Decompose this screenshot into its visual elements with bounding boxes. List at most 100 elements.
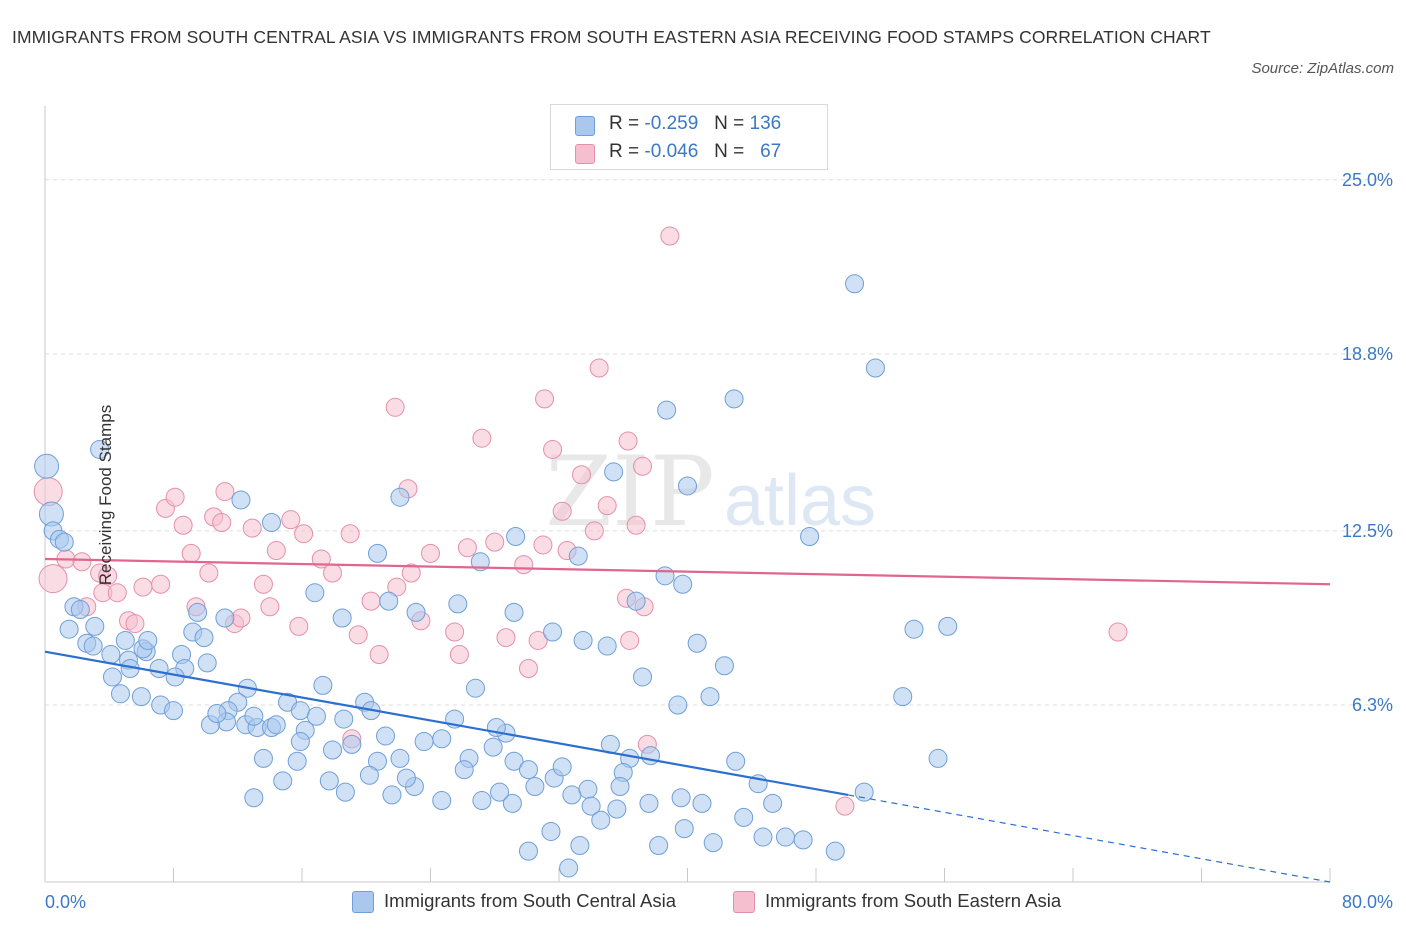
- data-point-south-central-asia: [253, 748, 273, 768]
- data-point-south-central-asia: [904, 619, 924, 639]
- data-point-south-central-asia: [290, 732, 310, 752]
- data-point-south-central-asia: [454, 760, 474, 780]
- data-point-south-central-asia: [332, 608, 352, 628]
- data-point-south-central-asia: [34, 453, 60, 479]
- data-point-south-central-asia: [164, 701, 183, 721]
- data-point-south-eastern-asia: [533, 535, 553, 555]
- legend-swatch-blue: [575, 116, 595, 136]
- data-point-south-central-asia: [734, 807, 754, 827]
- data-point-south-eastern-asia: [165, 487, 185, 507]
- data-point-south-central-asia: [518, 841, 538, 861]
- data-point-south-central-asia: [671, 788, 691, 808]
- data-point-south-central-asia: [674, 819, 694, 839]
- data-point-south-eastern-asia: [98, 566, 118, 586]
- data-point-south-central-asia: [502, 793, 522, 813]
- data-point-south-central-asia: [470, 552, 490, 572]
- watermark-atlas: atlas: [724, 461, 876, 541]
- source-label: Source: ZipAtlas.com: [1251, 60, 1394, 77]
- data-point-south-eastern-asia: [584, 521, 604, 541]
- chart-title: IMMIGRANTS FROM SOUTH CENTRAL ASIA VS IM…: [12, 27, 1211, 47]
- data-point-south-central-asia: [845, 274, 865, 294]
- bottom-legend-swatch-blue: [352, 891, 374, 913]
- data-point-south-eastern-asia: [107, 583, 127, 603]
- data-point-south-central-asia: [85, 616, 105, 636]
- data-point-south-central-asia: [678, 476, 697, 496]
- bottom-legend-label-pink: Immigrants from South Eastern Asia: [765, 890, 1062, 911]
- trend-line-south-eastern-asia: [44, 557, 1331, 586]
- data-point-south-central-asia: [406, 602, 426, 622]
- data-point-south-central-asia: [692, 793, 712, 813]
- data-point-south-eastern-asia: [260, 597, 280, 617]
- r-value-blue: -0.259: [644, 113, 699, 134]
- data-point-south-eastern-asia: [173, 515, 193, 535]
- data-point-south-eastern-asia: [597, 496, 617, 516]
- data-point-south-central-asia: [562, 785, 582, 805]
- data-point-south-eastern-asia: [660, 226, 680, 246]
- data-point-south-central-asia: [390, 487, 410, 507]
- data-point-south-central-asia: [472, 791, 492, 811]
- data-point-south-central-asia: [578, 779, 598, 799]
- data-point-south-central-asia: [131, 687, 151, 707]
- data-point-south-central-asia: [231, 490, 251, 510]
- data-point-south-central-asia: [207, 703, 227, 723]
- data-point-south-eastern-asia: [294, 524, 314, 544]
- data-point-south-central-asia: [90, 439, 110, 459]
- data-point-south-eastern-asia: [543, 439, 563, 459]
- data-point-south-central-asia: [396, 768, 416, 788]
- data-point-south-central-asia: [525, 777, 545, 796]
- data-point-south-eastern-asia: [281, 510, 301, 530]
- r-label: R =: [609, 141, 640, 162]
- data-point-south-central-asia: [800, 527, 820, 547]
- data-point-south-central-asia: [504, 751, 524, 771]
- data-point-south-eastern-asia: [133, 577, 153, 597]
- r-value-pink: -0.046: [644, 141, 699, 162]
- data-point-south-central-asia: [541, 821, 561, 841]
- data-point-south-central-asia: [465, 678, 485, 698]
- n-label: N =: [714, 141, 745, 162]
- data-point-south-central-asia: [59, 619, 79, 639]
- data-point-south-eastern-asia: [445, 622, 465, 642]
- y-tick-label: 18.8%: [1342, 344, 1393, 364]
- data-point-south-central-asia: [506, 527, 526, 547]
- data-point-south-central-asia: [570, 835, 590, 855]
- data-point-south-central-asia: [581, 796, 601, 816]
- data-point-south-central-asia: [334, 709, 354, 729]
- data-point-south-eastern-asia: [231, 608, 251, 628]
- bottom-legend-label-blue: Immigrants from South Central Asia: [384, 890, 676, 911]
- data-point-south-central-asia: [149, 659, 169, 679]
- data-point-south-central-asia: [775, 827, 795, 847]
- data-point-south-central-asia: [266, 715, 286, 735]
- data-point-south-central-asia: [591, 810, 611, 830]
- data-point-south-central-asia: [633, 667, 653, 687]
- data-point-south-central-asia: [604, 462, 624, 482]
- data-point-south-central-asia: [763, 793, 783, 813]
- data-point-south-eastern-asia: [199, 563, 219, 583]
- data-point-south-eastern-asia: [449, 644, 469, 664]
- data-point-south-eastern-asia: [552, 501, 572, 521]
- data-point-south-eastern-asia: [528, 630, 548, 650]
- data-point-south-central-asia: [483, 737, 503, 757]
- data-point-south-central-asia: [115, 630, 135, 650]
- data-point-south-central-asia: [313, 675, 333, 695]
- data-point-south-eastern-asia: [215, 482, 235, 502]
- n-value-blue: 136: [749, 113, 782, 134]
- data-point-south-central-asia: [188, 602, 208, 622]
- data-point-south-eastern-asia: [618, 431, 638, 451]
- data-point-south-eastern-asia: [38, 564, 68, 594]
- data-point-south-central-asia: [687, 633, 707, 653]
- data-point-south-central-asia: [559, 858, 579, 878]
- data-point-south-eastern-asia: [401, 563, 421, 583]
- data-point-south-central-asia: [382, 785, 402, 805]
- tick-labels: 6.3% 12.5% 18.8% 25.0% 0.0% 80.0%: [45, 170, 1393, 912]
- trend-line-extension: [848, 794, 1331, 883]
- data-point-south-central-asia: [639, 793, 659, 813]
- data-point-south-central-asia: [597, 636, 617, 656]
- data-point-south-central-asia: [448, 594, 468, 614]
- data-point-south-central-asia: [610, 777, 630, 796]
- data-point-south-central-asia: [101, 644, 121, 664]
- y-tick-label: 25.0%: [1342, 170, 1393, 190]
- data-point-south-central-asia: [305, 583, 325, 603]
- data-point-south-central-asia: [390, 748, 410, 768]
- data-point-south-central-asia: [649, 835, 669, 855]
- data-point-south-eastern-asia: [514, 555, 534, 575]
